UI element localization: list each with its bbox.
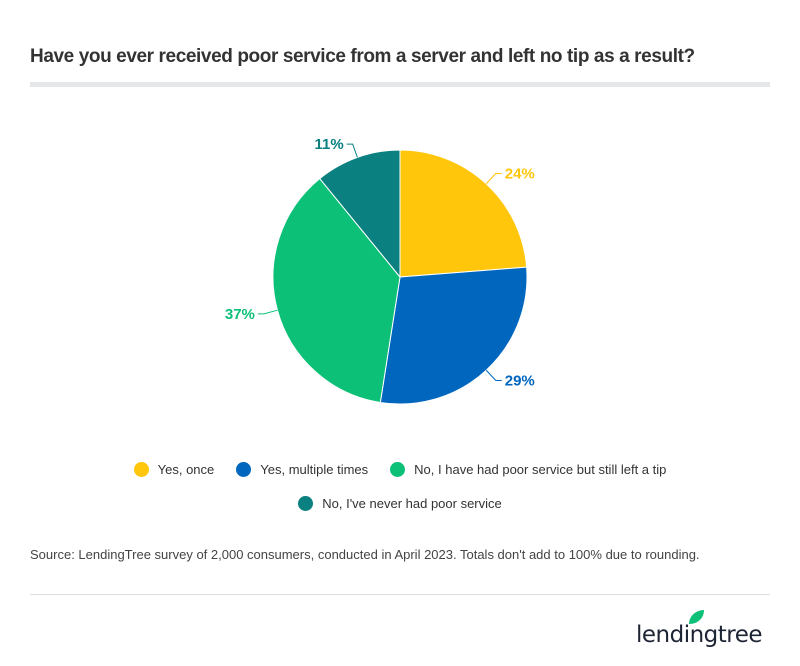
legend-swatch (298, 496, 314, 511)
legend-item: No, I've never had poor service (298, 496, 502, 511)
pie-chart: 24% 29% 37% 11% (225, 136, 535, 405)
pie-slice (319, 149, 401, 279)
pie-slice (379, 266, 528, 405)
legend-item: No, I have had poor service but still le… (390, 462, 666, 477)
label-leader-line (485, 172, 502, 185)
pie-slice (272, 177, 401, 404)
legend-item: Yes, multiple times (236, 462, 368, 477)
legend-label: Yes, once (157, 462, 215, 477)
data-label: 29% (505, 373, 535, 390)
legend-swatch (236, 462, 252, 477)
svg-text:lendingtree: lendingtree (636, 622, 762, 648)
data-label: 24% (505, 165, 535, 182)
legend-label: Yes, multiple times (260, 462, 369, 477)
legend-row-2: No, I've never had poor service (0, 496, 800, 511)
chart-title: Have you ever received poor service from… (30, 46, 695, 67)
legend-label: No, I have had poor service but still le… (414, 462, 667, 477)
leaf-icon (689, 610, 704, 624)
data-label: 11% (314, 136, 343, 153)
pie-slice (399, 149, 528, 278)
legend-swatch (133, 462, 149, 477)
label-leader-line (485, 369, 502, 382)
legend-item: Yes, once (133, 462, 215, 477)
data-label: 37% (225, 306, 255, 323)
label-leader-line (257, 309, 278, 315)
legend-label: No, I've never had poor service (322, 496, 502, 511)
source-note: Source: LendingTree survey of 2,000 cons… (30, 547, 700, 562)
title-divider (30, 82, 770, 87)
footer-divider (30, 594, 770, 595)
label-leader-line (346, 143, 358, 158)
legend-swatch (390, 462, 406, 477)
lendingtree-logo: lendingtree (636, 610, 763, 648)
legend-row-1: Yes, once Yes, multiple times No, I have… (0, 462, 800, 477)
